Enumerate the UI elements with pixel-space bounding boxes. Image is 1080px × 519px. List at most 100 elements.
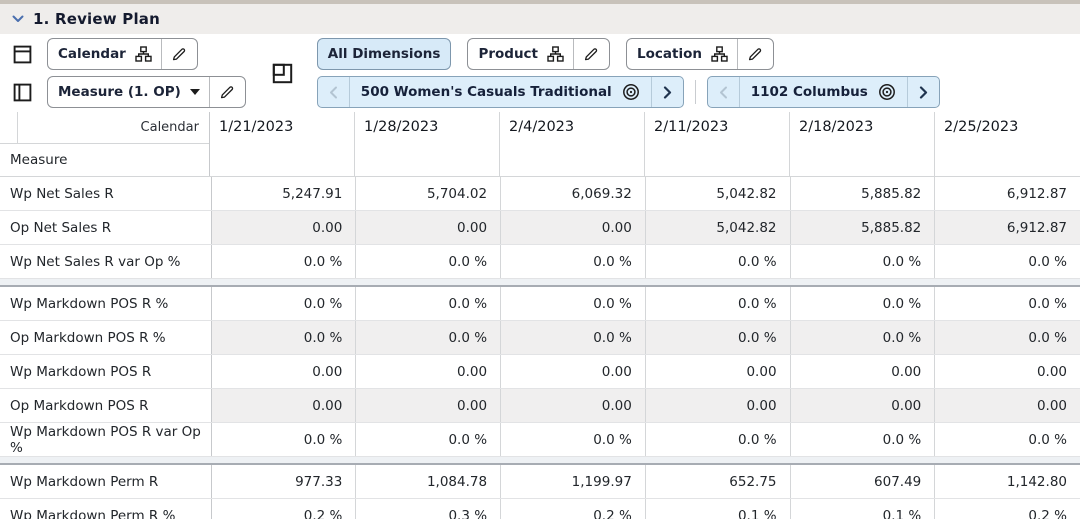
grid-cell[interactable]: 0.0 %: [935, 245, 1080, 278]
grid-cell[interactable]: 0.0 %: [645, 423, 791, 456]
grid-cell[interactable]: 0.00: [211, 355, 357, 388]
grid-cell[interactable]: 5,885.82: [790, 211, 936, 244]
grid-cell[interactable]: 0.2 %: [935, 499, 1080, 519]
button-divider: [736, 39, 738, 69]
row-axis-icon[interactable]: [12, 83, 32, 102]
view-title: 1. Review Plan: [33, 10, 160, 28]
table-row: Op Markdown POS R 0.00 0.00 0.00 0.00 0.00 0.0…: [0, 389, 1080, 423]
measure-row-label[interactable]: Wp Markdown Perm R: [0, 465, 212, 498]
column-header[interactable]: 2/18/2023: [790, 112, 935, 176]
grid-cell[interactable]: 0.0 %: [790, 423, 936, 456]
product-axis-button[interactable]: Product: [467, 38, 611, 70]
grid-cell[interactable]: 0.0 %: [645, 321, 791, 354]
grid-cell[interactable]: 5,247.91: [211, 177, 357, 210]
next-location-icon[interactable]: [906, 77, 939, 107]
grid-cell[interactable]: 0.2 %: [501, 499, 646, 519]
grid-cell[interactable]: 0.0 %: [645, 245, 791, 278]
measure-row-label[interactable]: Op Markdown POS R: [0, 389, 212, 422]
grid-cell[interactable]: 0.00: [356, 355, 502, 388]
grid-cell[interactable]: 0.00: [211, 211, 357, 244]
grid-cell[interactable]: 0.0 %: [501, 287, 646, 320]
bullseye-icon[interactable]: [878, 83, 896, 101]
grid-cell[interactable]: 0.3 %: [356, 499, 502, 519]
grid-cell[interactable]: 0.00: [645, 355, 791, 388]
measure-row-label[interactable]: Wp Markdown POS R: [0, 355, 212, 388]
all-dimensions-button[interactable]: All Dimensions: [316, 38, 452, 70]
previous-location-icon[interactable]: [708, 77, 740, 107]
grid-cell[interactable]: 0.00: [501, 211, 646, 244]
column-header[interactable]: 2/25/2023: [944, 119, 1019, 135]
grid-cell[interactable]: 0.0 %: [211, 321, 357, 354]
grid-cell[interactable]: 6,069.32: [501, 177, 646, 210]
measure-row-label[interactable]: Wp Markdown POS R var Op %: [0, 423, 212, 456]
grid-cell[interactable]: 0.0 %: [356, 287, 502, 320]
edit-pencil-icon[interactable]: [171, 46, 187, 62]
grid-cell[interactable]: 652.75: [645, 465, 791, 498]
grid-cell[interactable]: 0.0 %: [790, 287, 936, 320]
all-dimensions-label: All Dimensions: [327, 46, 441, 62]
grid-cell[interactable]: 0.0 %: [935, 287, 1080, 320]
grid-cell[interactable]: 6,912.87: [935, 211, 1080, 244]
grid-cell[interactable]: 0.00: [645, 389, 791, 422]
grid-cell[interactable]: 0.00: [935, 355, 1080, 388]
measure-axis-button[interactable]: Measure (1. OP): [47, 76, 246, 108]
measure-row-label[interactable]: Wp Markdown POS R %: [0, 287, 212, 320]
grid-cell[interactable]: 1,084.78: [356, 465, 502, 498]
column-header[interactable]: 2/4/2023: [500, 112, 645, 176]
column-header[interactable]: 1/28/2023: [355, 112, 500, 176]
grid-cell[interactable]: 0.0 %: [501, 321, 646, 354]
grid-cell[interactable]: 5,704.02: [356, 177, 502, 210]
calendar-axis-button[interactable]: Calendar: [47, 38, 198, 70]
next-product-icon[interactable]: [650, 77, 683, 107]
measure-row-label[interactable]: Wp Net Sales R: [0, 177, 212, 210]
row-selector-gutter[interactable]: [0, 112, 18, 143]
grid-cell[interactable]: 0.00: [790, 389, 936, 422]
grid-cell[interactable]: 0.0 %: [935, 321, 1080, 354]
grid-cell[interactable]: 0.1 %: [645, 499, 791, 519]
grid-cell[interactable]: 5,042.82: [645, 211, 791, 244]
grid-cell[interactable]: 0.00: [501, 389, 646, 422]
grid-cell[interactable]: 0.00: [356, 211, 502, 244]
measure-row-label[interactable]: Op Markdown POS R %: [0, 321, 212, 354]
grid-cell[interactable]: 0.0 %: [211, 245, 357, 278]
grid-cell[interactable]: 0.0 %: [501, 245, 646, 278]
grid-cell[interactable]: 0.0 %: [645, 287, 791, 320]
grid-cell[interactable]: 0.0 %: [790, 245, 936, 278]
edit-pencil-icon[interactable]: [747, 46, 763, 62]
grid-cell[interactable]: 0.00: [501, 355, 646, 388]
measure-row-label[interactable]: Wp Net Sales R var Op %: [0, 245, 212, 278]
grid-cell[interactable]: 977.33: [211, 465, 357, 498]
grid-cell[interactable]: 6,912.87: [935, 177, 1080, 210]
grid-cell[interactable]: 607.49: [790, 465, 936, 498]
column-header[interactable]: 2/11/2023: [645, 112, 790, 176]
grid-cell[interactable]: 0.0 %: [935, 423, 1080, 456]
grid-cell[interactable]: 0.0 %: [211, 287, 357, 320]
previous-product-icon[interactable]: [318, 77, 350, 107]
grid-cell[interactable]: 0.0 %: [356, 321, 502, 354]
location-axis-button[interactable]: Location: [626, 38, 774, 70]
column-header[interactable]: 1/21/2023: [210, 112, 355, 176]
grid-cell[interactable]: 0.00: [211, 389, 357, 422]
page-axis-icon[interactable]: [272, 63, 293, 84]
measure-row-label[interactable]: Op Net Sales R: [0, 211, 212, 244]
column-axis-icon[interactable]: [12, 45, 32, 64]
grid-cell[interactable]: 0.0 %: [501, 423, 646, 456]
grid-cell[interactable]: 0.2 %: [211, 499, 357, 519]
measure-row-label[interactable]: Wp Markdown Perm R %: [0, 499, 212, 519]
grid-cell[interactable]: 0.0 %: [356, 423, 502, 456]
grid-cell[interactable]: 5,885.82: [790, 177, 936, 210]
grid-cell[interactable]: 0.0 %: [356, 245, 502, 278]
bullseye-icon[interactable]: [622, 83, 640, 101]
edit-pencil-icon[interactable]: [583, 46, 599, 62]
grid-cell[interactable]: 0.00: [935, 389, 1080, 422]
grid-cell[interactable]: 0.0 %: [211, 423, 357, 456]
grid-cell[interactable]: 0.1 %: [790, 499, 936, 519]
grid-cell[interactable]: 1,142.80: [935, 465, 1080, 498]
grid-cell[interactable]: 0.00: [790, 355, 936, 388]
edit-pencil-icon[interactable]: [219, 84, 235, 100]
grid-cell[interactable]: 0.0 %: [790, 321, 936, 354]
grid-cell[interactable]: 1,199.97: [501, 465, 646, 498]
grid-cell[interactable]: 0.00: [356, 389, 502, 422]
grid-cell[interactable]: 5,042.82: [645, 177, 791, 210]
collapse-chevron-icon[interactable]: [12, 15, 24, 23]
